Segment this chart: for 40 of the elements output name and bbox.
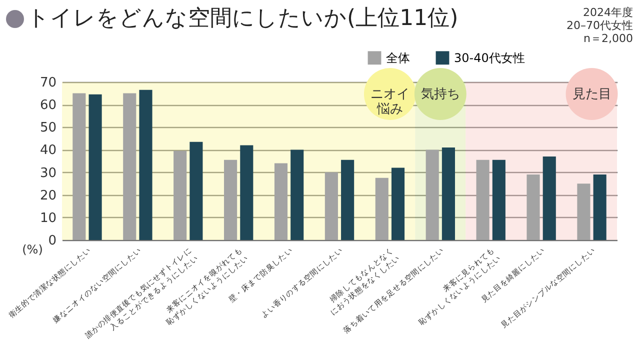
band-label: 気持ち xyxy=(420,87,460,102)
y-tick-label: 10 xyxy=(40,210,56,226)
bar xyxy=(274,163,288,240)
bar xyxy=(290,150,304,240)
bar xyxy=(442,147,455,240)
bar xyxy=(224,160,238,240)
bar xyxy=(139,90,152,240)
bar xyxy=(123,93,136,240)
bar xyxy=(526,174,540,240)
bar xyxy=(190,142,203,240)
legend-label: 全体 xyxy=(386,50,410,65)
text: n＝2,000 xyxy=(582,32,633,45)
bar xyxy=(391,168,405,240)
bar xyxy=(426,150,439,240)
y-tick-label: 40 xyxy=(40,143,56,158)
text: 20–70代女性 xyxy=(566,19,633,32)
bar xyxy=(341,160,354,240)
y-tick-label: 30 xyxy=(40,166,56,181)
bar xyxy=(492,160,506,240)
y-tick-label: 60 xyxy=(40,98,56,114)
y-tick-label: 20 xyxy=(40,188,56,204)
bar xyxy=(476,160,490,240)
legend-label: 30-40代女性 xyxy=(454,50,525,65)
y-tick-label: 0 xyxy=(48,234,56,248)
bar xyxy=(542,156,556,240)
y-axis-title: (%) xyxy=(22,242,43,256)
bar xyxy=(72,93,86,240)
band-label: 見た目 xyxy=(572,87,612,102)
y-tick-label: 70 xyxy=(40,76,56,90)
chart-title: トイレをどんな空間にしたいか(上位11位) xyxy=(27,5,458,33)
bar xyxy=(375,178,388,240)
bar xyxy=(577,184,590,240)
text: 2024年度 xyxy=(582,6,633,19)
bar xyxy=(88,94,102,240)
bar xyxy=(174,150,187,240)
bar xyxy=(240,145,254,240)
band-label: ニオイ悩み xyxy=(370,87,410,117)
y-tick-label: 50 xyxy=(40,120,56,136)
bar xyxy=(324,172,338,240)
bar xyxy=(593,174,606,240)
